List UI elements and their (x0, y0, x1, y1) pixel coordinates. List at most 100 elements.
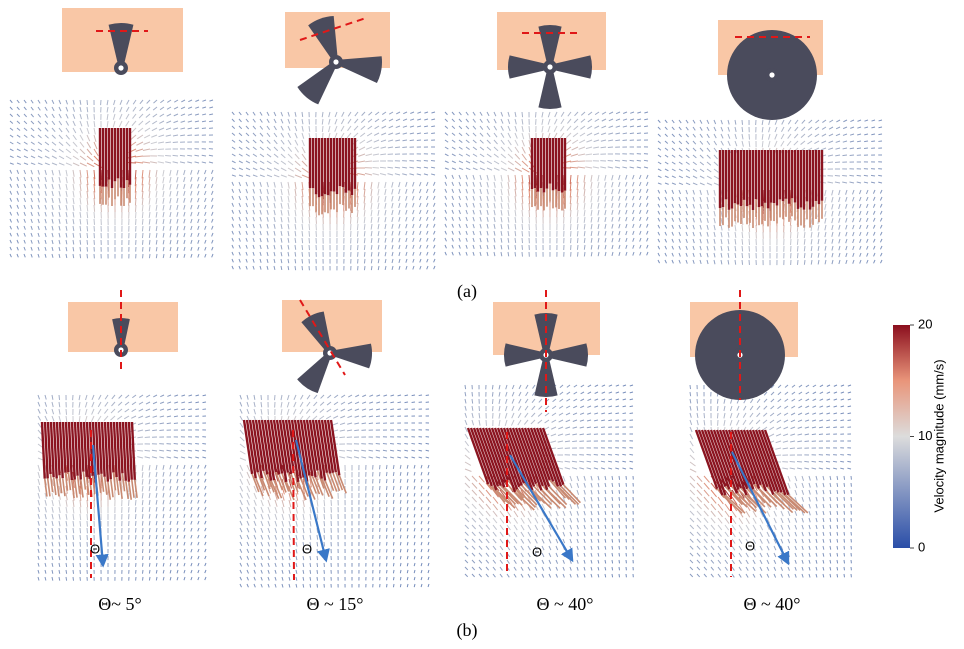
velocity-arrow (728, 239, 729, 244)
velocity-arrow (612, 483, 613, 487)
velocity-arrow (59, 191, 60, 196)
velocity-arrow (10, 184, 12, 188)
velocity-arrow (191, 212, 192, 216)
velocity-arrow (145, 128, 150, 131)
velocity-arrow (473, 161, 477, 163)
velocity-arrow (152, 121, 157, 124)
velocity-arrow (140, 107, 143, 111)
velocity-arrow (542, 119, 543, 125)
velocity-arrow (167, 423, 171, 424)
velocity-arrow (658, 148, 661, 150)
velocity-arrow (728, 253, 729, 258)
velocity-arrow (519, 392, 521, 396)
velocity-arrow (499, 385, 500, 389)
velocity-arrow (574, 392, 577, 394)
velocity-arrow (426, 203, 428, 207)
velocity-arrow (853, 218, 854, 222)
velocity-arrow (807, 141, 812, 144)
velocity-arrow (465, 497, 469, 502)
velocity-arrow (472, 567, 475, 570)
velocity-arrow (619, 574, 620, 577)
velocity-arrow (240, 458, 246, 460)
velocity-arrow (295, 154, 299, 159)
velocity-arrow (120, 100, 122, 105)
velocity-arrow (24, 121, 27, 124)
velocity-arrow (205, 254, 206, 257)
velocity-arrow (378, 217, 379, 223)
velocity-arrow (700, 260, 701, 264)
velocity-arrow (521, 574, 523, 577)
velocity-arrow (465, 546, 468, 549)
velocity-arrow (859, 197, 861, 201)
velocity-arrow (690, 399, 691, 403)
velocity-arrow (580, 399, 584, 401)
velocity-arrow (873, 190, 875, 194)
velocity-arrow (142, 240, 143, 245)
velocity-arrow (247, 577, 248, 580)
velocity-arrow (594, 413, 598, 414)
velocity-arrow (246, 210, 247, 214)
velocity-arrow (87, 128, 89, 134)
velocity-arrow (173, 155, 178, 156)
velocity-arrow (480, 140, 483, 143)
velocity-arrow (591, 476, 592, 480)
velocity-arrow (594, 133, 599, 135)
velocity-arrow (254, 549, 256, 553)
velocity-arrow (633, 245, 634, 249)
velocity-arrow (494, 168, 499, 170)
velocity-arrow (260, 168, 264, 170)
velocity-arrow (260, 245, 261, 249)
velocity-arrow (591, 504, 592, 508)
velocity-arrow (232, 168, 236, 170)
velocity-arrow (579, 147, 585, 149)
velocity-arrow (350, 210, 351, 217)
velocity-arrow (180, 128, 185, 129)
velocity-arrow (87, 149, 92, 155)
velocity-arrow (522, 210, 523, 217)
velocity-arrow (742, 232, 743, 238)
velocity-arrow (333, 416, 338, 418)
velocity-arrow (615, 133, 620, 134)
velocity-arrow (80, 212, 81, 218)
velocity-arrow (825, 225, 826, 230)
velocity-arrow (80, 149, 85, 154)
velocity-arrow (472, 504, 476, 509)
velocity-arrow (167, 402, 171, 403)
velocity-arrow (535, 511, 538, 517)
velocity-arrow (87, 163, 94, 167)
velocity-arrow (658, 232, 660, 235)
velocity-arrow (805, 406, 809, 408)
velocity-arrow (138, 128, 143, 132)
velocity-arrow (714, 120, 716, 124)
velocity-arrow (880, 232, 882, 235)
velocity-arrow (268, 507, 270, 513)
velocity-arrow (829, 141, 833, 143)
velocity-arrow (302, 133, 304, 139)
velocity-arrow (501, 196, 502, 202)
velocity-arrow (211, 177, 213, 181)
velocity-arrow (827, 406, 830, 407)
velocity-arrow (414, 563, 415, 566)
velocity-arrow (302, 210, 303, 217)
velocity-arrow (246, 266, 247, 269)
velocity-arrow (94, 142, 97, 149)
velocity-arrow (413, 210, 414, 214)
velocity-arrow (407, 493, 408, 497)
velocity-arrow (388, 174, 393, 175)
velocity-arrow (267, 112, 269, 116)
velocity-arrow (832, 253, 833, 257)
velocity-arrow (247, 472, 250, 478)
velocity-arrow (860, 246, 861, 250)
velocity-arrow (626, 252, 627, 256)
velocity-arrow (778, 385, 781, 388)
velocity-arrow (799, 399, 802, 401)
velocity-arrow (587, 461, 591, 462)
velocity-arrow (724, 399, 725, 404)
velocity-arrow (362, 409, 366, 410)
velocity-arrow (240, 584, 242, 587)
velocity-arrow (260, 266, 261, 270)
velocity-arrow (749, 239, 750, 245)
velocity-arrow (572, 434, 577, 435)
velocity-arrow (52, 114, 54, 118)
velocity-arrow (633, 196, 634, 200)
